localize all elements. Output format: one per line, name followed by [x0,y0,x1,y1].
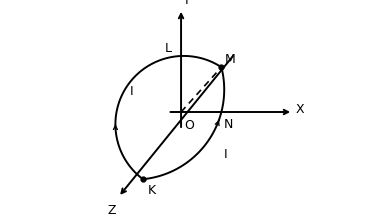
Text: X: X [295,103,304,116]
Text: Z: Z [107,204,116,217]
Text: Y: Y [183,0,191,7]
Text: N: N [224,118,233,131]
Text: I: I [130,85,133,98]
Text: I: I [224,148,228,161]
Text: M: M [225,53,235,66]
Text: K: K [147,184,156,197]
Text: O: O [184,119,194,132]
Text: L: L [165,42,172,55]
